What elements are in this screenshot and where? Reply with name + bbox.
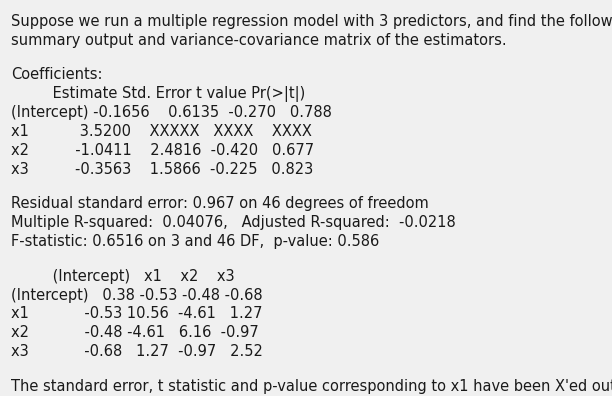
- Text: (Intercept) -0.1656    0.6135  -0.270   0.788: (Intercept) -0.1656 0.6135 -0.270 0.788: [11, 105, 332, 120]
- Text: F-statistic: 0.6516 on 3 and 46 DF,  p-value: 0.586: F-statistic: 0.6516 on 3 and 46 DF, p-va…: [11, 234, 379, 249]
- Text: Multiple R-squared:  0.04076,   Adjusted R-squared:  -0.0218: Multiple R-squared: 0.04076, Adjusted R-…: [11, 215, 456, 230]
- Text: summary output and variance-covariance matrix of the estimators.: summary output and variance-covariance m…: [11, 32, 507, 48]
- Text: Coefficients:: Coefficients:: [11, 67, 103, 82]
- Text: x1            -0.53 10.56  -4.61   1.27: x1 -0.53 10.56 -4.61 1.27: [11, 307, 263, 322]
- Text: Residual standard error: 0.967 on 46 degrees of freedom: Residual standard error: 0.967 on 46 deg…: [11, 196, 429, 211]
- Text: The standard error, t statistic and p-value corresponding to x1 have been X'ed o: The standard error, t statistic and p-va…: [11, 379, 612, 394]
- Text: (Intercept)   0.38 -0.53 -0.48 -0.68: (Intercept) 0.38 -0.53 -0.48 -0.68: [11, 287, 263, 303]
- Text: x1           3.5200    XXXXX   XXXX    XXXX: x1 3.5200 XXXXX XXXX XXXX: [11, 124, 312, 139]
- Text: x2          -1.0411    2.4816  -0.420   0.677: x2 -1.0411 2.4816 -0.420 0.677: [11, 143, 314, 158]
- Text: Estimate Std. Error t value Pr(>|t|): Estimate Std. Error t value Pr(>|t|): [11, 86, 305, 102]
- Text: x2            -0.48 -4.61   6.16  -0.97: x2 -0.48 -4.61 6.16 -0.97: [11, 325, 259, 340]
- Text: x3          -0.3563    1.5866  -0.225   0.823: x3 -0.3563 1.5866 -0.225 0.823: [11, 162, 313, 177]
- Text: (Intercept)   x1    x2    x3: (Intercept) x1 x2 x3: [11, 269, 234, 284]
- Text: Suppose we run a multiple regression model with 3 predictors, and find the follo: Suppose we run a multiple regression mod…: [11, 14, 612, 29]
- Text: x3            -0.68   1.27  -0.97   2.52: x3 -0.68 1.27 -0.97 2.52: [11, 344, 263, 359]
